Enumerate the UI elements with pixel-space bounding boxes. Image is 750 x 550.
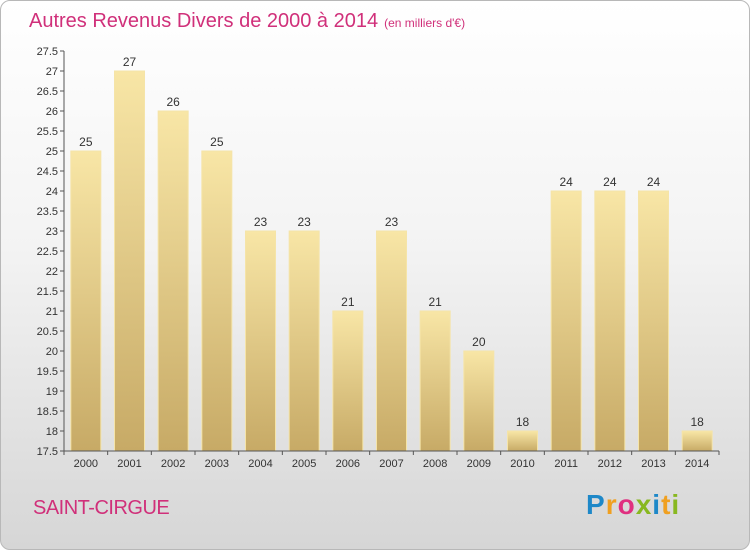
y-tick-label: 20 — [46, 346, 58, 358]
chart-unit: (en milliers d'€) — [384, 16, 466, 30]
y-tick-label: 18 — [46, 426, 58, 438]
y-tick-label: 24.5 — [37, 166, 58, 178]
y-tick-label: 18.5 — [37, 406, 58, 418]
logo-letter: i — [652, 489, 662, 520]
bar-2007 — [376, 230, 407, 452]
logo-letter: i — [671, 489, 681, 520]
bar-2014 — [681, 430, 713, 452]
x-tick-label-2007: 2007 — [379, 458, 403, 470]
value-label-2000: 25 — [79, 135, 93, 149]
value-label-2011: 24 — [559, 175, 573, 189]
x-tick-label-2000: 2000 — [74, 458, 98, 470]
y-tick-label: 25.5 — [37, 126, 58, 138]
bar-2013 — [638, 190, 669, 452]
y-tick-label: 19 — [46, 386, 58, 398]
logo-letter: t — [661, 489, 672, 520]
x-tick-label-2010: 2010 — [510, 458, 534, 470]
bar-2010 — [507, 430, 538, 452]
y-tick-label: 20.5 — [37, 326, 58, 338]
bar-2009 — [463, 350, 495, 452]
y-tick-label: 27.5 — [37, 46, 58, 58]
x-axis: 2000 2001 2002 2003 2004 2005 2006 2007 2008 2009… — [63, 450, 720, 470]
x-tick-label-2002: 2002 — [161, 458, 185, 470]
value-label-2004: 23 — [254, 215, 268, 229]
bar-2006 — [332, 310, 364, 452]
bar-2000 — [70, 150, 102, 452]
bar-2004 — [245, 230, 276, 452]
y-tick-label: 21 — [46, 306, 58, 318]
location-label: SAINT-CIRGUE — [33, 497, 170, 519]
value-label-2001: 27 — [123, 55, 137, 69]
bar-2012 — [594, 190, 626, 452]
value-label-2006: 21 — [341, 295, 355, 309]
value-label-2002: 26 — [166, 95, 180, 109]
x-tick-label-2004: 2004 — [248, 458, 272, 470]
value-label-2008: 21 — [428, 295, 442, 309]
x-tick-label-2003: 2003 — [205, 458, 229, 470]
value-label-2003: 25 — [210, 135, 224, 149]
x-tick-label-2009: 2009 — [467, 458, 491, 470]
x-tick-label-2013: 2013 — [641, 458, 665, 470]
logo-letter: x — [635, 489, 653, 520]
chart-title: Autres Revenus Divers de 2000 à 2014 (en … — [29, 10, 465, 33]
y-tick-label: 21.5 — [37, 286, 58, 298]
y-tick-label: 26 — [46, 106, 58, 118]
value-label-2014: 18 — [690, 415, 704, 429]
y-tick-label: 22 — [46, 266, 58, 278]
bars-group: 25 27 26 25 23 23 21 23 21 20 18 24 24 24 18 — [70, 55, 713, 452]
y-tick-label: 23.5 — [37, 206, 58, 218]
y-tick-label: 22.5 — [37, 246, 58, 258]
bar-2008 — [419, 310, 451, 452]
value-label-2010: 18 — [516, 415, 530, 429]
value-label-2005: 23 — [297, 215, 311, 229]
chart-title-text: Autres Revenus Divers de 2000 à 2014 — [29, 10, 379, 32]
x-tick-label-2011: 2011 — [554, 458, 578, 470]
x-tick-label-2005: 2005 — [292, 458, 316, 470]
y-tick-label: 25 — [46, 146, 58, 158]
y-tick-label: 23 — [46, 226, 58, 238]
y-tick-label: 26.5 — [37, 86, 58, 98]
value-label-2007: 23 — [385, 215, 399, 229]
value-label-2009: 20 — [472, 335, 486, 349]
logo-letter: P — [586, 489, 606, 520]
bar-2011 — [550, 190, 582, 452]
bar-2001 — [114, 70, 145, 452]
x-tick-label-2006: 2006 — [336, 458, 360, 470]
y-tick-label: 24 — [46, 186, 58, 198]
bar-2005 — [288, 230, 320, 452]
value-label-2013: 24 — [647, 175, 661, 189]
y-tick-label: 17.5 — [37, 446, 58, 458]
x-tick-label-2014: 2014 — [685, 458, 709, 470]
logo-letter: r — [605, 489, 618, 520]
bar-2002 — [157, 110, 189, 452]
y-axis: 17.5 18 18.5 19 19.5 20 20.5 21 21.5 22 22.5 23 23.5… — [37, 46, 65, 458]
proxiti-logo: Proxiti — [586, 489, 680, 521]
y-tick-label: 27 — [46, 66, 58, 78]
value-label-2012: 24 — [603, 175, 617, 189]
bar-2003 — [201, 150, 233, 452]
logo-letter: o — [617, 489, 636, 520]
x-tick-label-2008: 2008 — [423, 458, 447, 470]
x-tick-label-2012: 2012 — [598, 458, 622, 470]
y-tick-label: 19.5 — [37, 366, 58, 378]
x-tick-label-2001: 2001 — [117, 458, 141, 470]
